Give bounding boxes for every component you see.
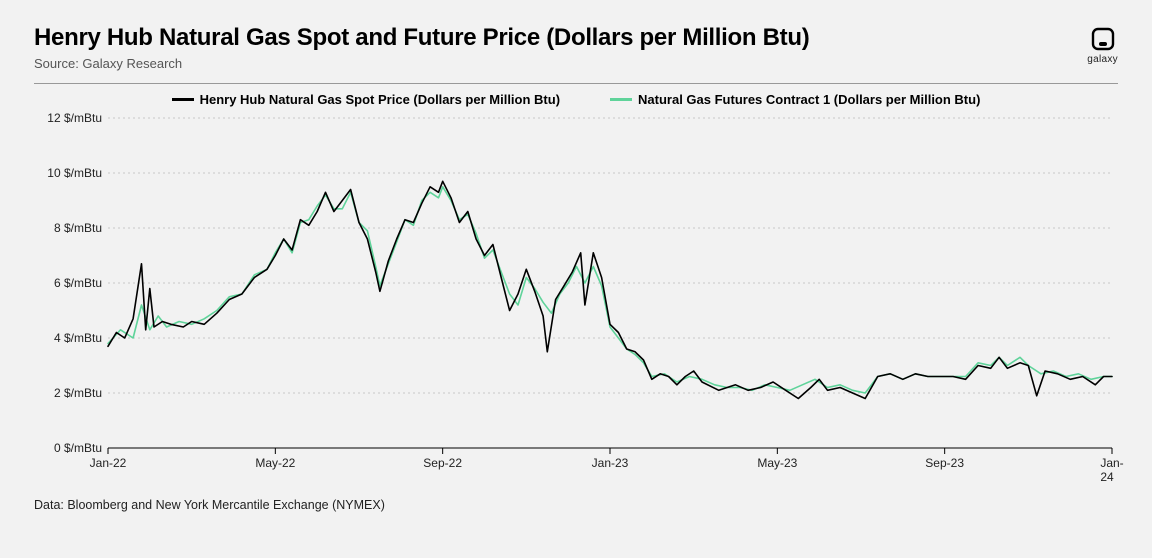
y-axis-label: 0 $/mBtu: [32, 441, 102, 455]
chart-area: Henry Hub Natural Gas Spot Price (Dollar…: [34, 92, 1118, 492]
x-axis-label: Sep-22: [423, 456, 462, 470]
x-axis-label: Jan-23: [592, 456, 629, 470]
x-axis-label: Sep-23: [925, 456, 964, 470]
brand-logo: galaxy: [1087, 24, 1118, 65]
data-attribution: Data: Bloomberg and New York Mercantile …: [34, 498, 1118, 512]
y-axis-label: 4 $/mBtu: [32, 331, 102, 345]
header: Henry Hub Natural Gas Spot and Future Pr…: [34, 24, 1118, 71]
header-divider: [34, 83, 1118, 84]
x-axis-label: May-23: [757, 456, 797, 470]
chart-frame: Henry Hub Natural Gas Spot and Future Pr…: [0, 0, 1152, 558]
y-axis-label: 2 $/mBtu: [32, 386, 102, 400]
galaxy-logo-icon: [1090, 26, 1116, 52]
x-axis-label: Jan-22: [90, 456, 127, 470]
x-axis-label: May-22: [255, 456, 295, 470]
y-axis-label: 12 $/mBtu: [32, 111, 102, 125]
chart-title: Henry Hub Natural Gas Spot and Future Pr…: [34, 24, 1087, 52]
brand-name: galaxy: [1087, 54, 1118, 65]
x-axis-label: Jan-24: [1100, 456, 1123, 484]
chart-source: Source: Galaxy Research: [34, 56, 1087, 71]
title-block: Henry Hub Natural Gas Spot and Future Pr…: [34, 24, 1087, 71]
y-axis-label: 10 $/mBtu: [32, 166, 102, 180]
y-axis-label: 6 $/mBtu: [32, 276, 102, 290]
plot-svg: [34, 92, 1122, 478]
y-axis-label: 8 $/mBtu: [32, 221, 102, 235]
